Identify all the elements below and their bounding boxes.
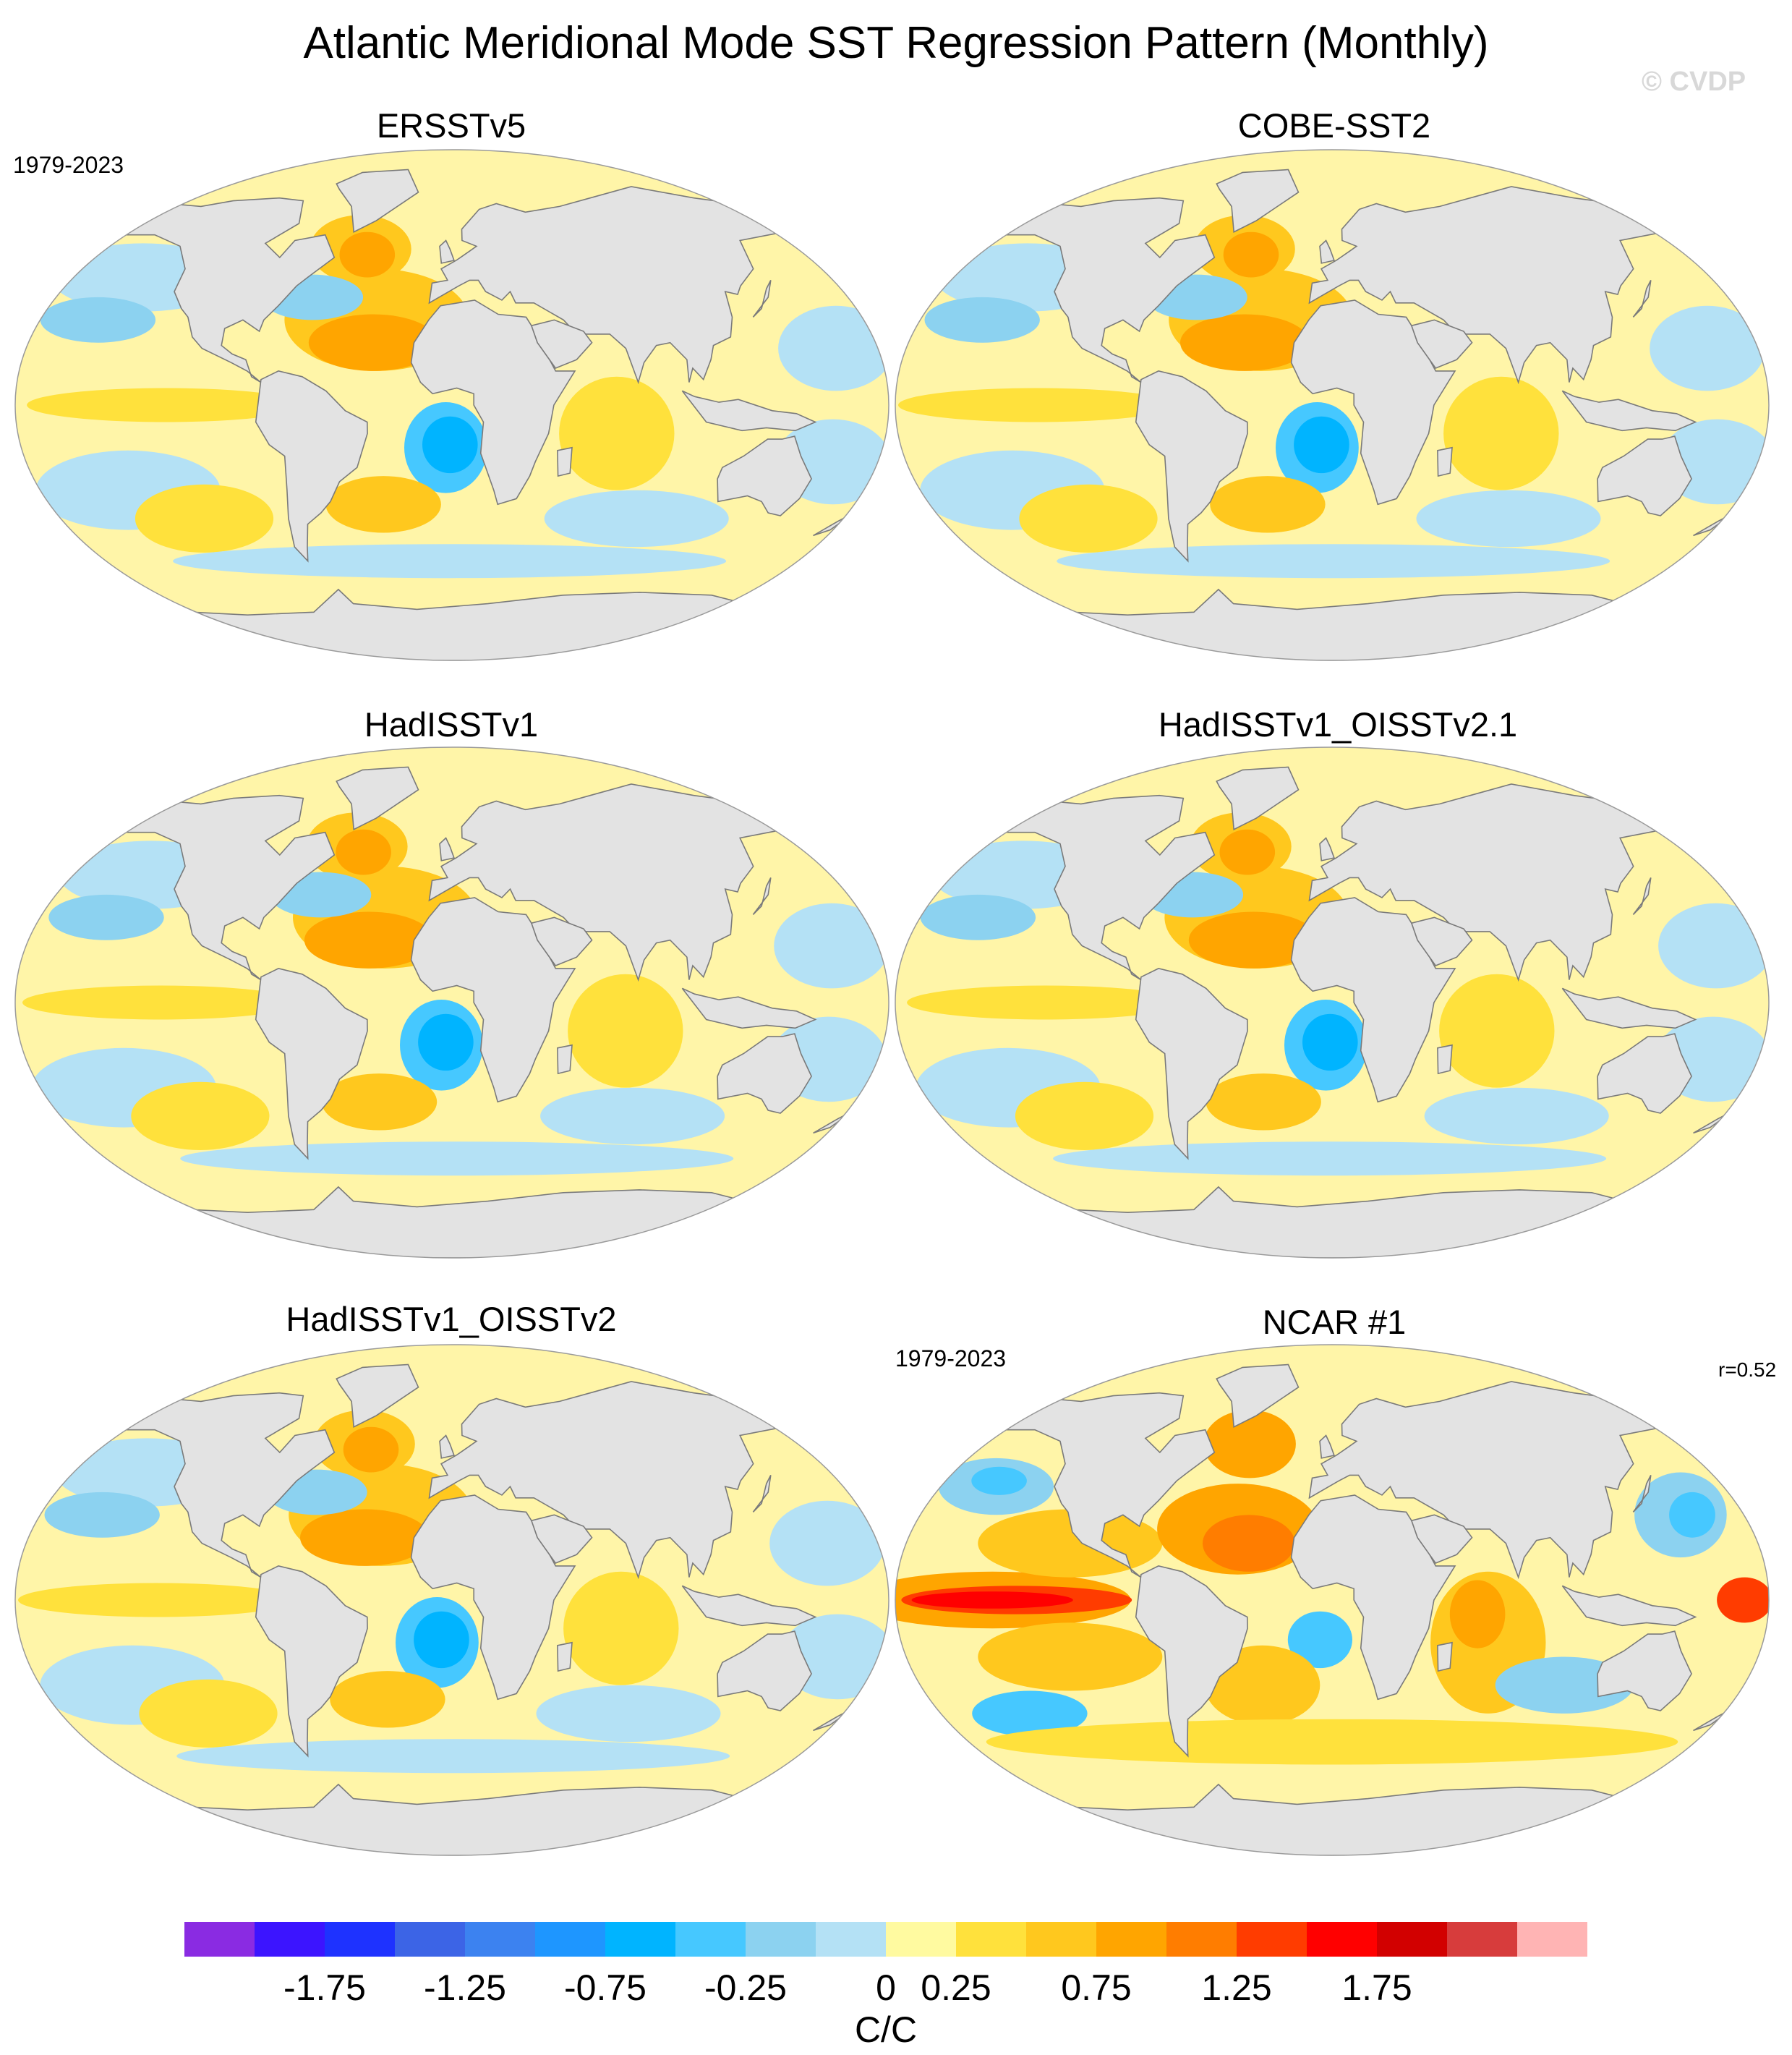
map-ersstv5 [14,145,889,665]
panel-correlation-ncar-1: r=0.52 [1718,1358,1777,1381]
colorbar-tick-label: -0.25 [704,1967,787,2008]
colorbar-swatch [465,1922,536,1957]
colorbar-swatch [816,1922,887,1957]
watermark: © CVDP [1642,67,1746,97]
map-ncar-1 [895,1340,1770,1860]
colorbar-swatch [535,1922,606,1957]
colorbar-tick-label: -0.75 [564,1967,647,2008]
colorbar-swatch [184,1922,255,1957]
colorbar-swatch [956,1922,1027,1957]
colorbar-units: C/C [854,2009,918,2050]
panel-title-ncar-1: NCAR #1 [1262,1303,1407,1341]
panel-title-hadisstv1-oisstv2: HadISSTv1_OISSTv2 [286,1300,617,1338]
colorbar [184,1922,1587,1957]
colorbar-swatches [184,1922,1587,1957]
colorbar-tick-label: -1.25 [424,1967,506,2008]
panel-title-cobe-sst2: COBE-SST2 [1237,106,1431,145]
map-cobe-sst2 [895,145,1770,665]
page-title: Atlantic Meridional Mode SST Regression … [303,18,1489,68]
colorbar-swatch [1096,1922,1167,1957]
colorbar-swatch [1166,1922,1237,1957]
colorbar-tick-label: -1.75 [283,1967,366,2008]
colorbar-swatch [1517,1922,1587,1957]
panel-period-ncar-1: 1979-2023 [895,1345,1007,1371]
colorbar-swatch [395,1922,466,1957]
colorbar-swatch [1307,1922,1378,1957]
colorbar-swatch [675,1922,746,1957]
panel-title-ersstv5: ERSSTv5 [376,106,526,145]
panel-title-hadisstv1: HadISSTv1 [364,705,539,744]
panel-title-hadisstv1-oisstv2-1: HadISSTv1_OISSTv2.1 [1158,705,1518,744]
colorbar-swatch [1237,1922,1307,1957]
colorbar-swatch [1026,1922,1097,1957]
colorbar-swatch [255,1922,325,1957]
colorbar-swatch [746,1922,816,1957]
colorbar-swatch [605,1922,676,1957]
colorbar-tick-label: 0 [876,1967,896,2008]
colorbar-swatch [325,1922,396,1957]
map-hadisstv1 [14,742,889,1263]
colorbar-tick-label: 1.25 [1201,1967,1272,2008]
colorbar-tick-label: 0.75 [1061,1967,1132,2008]
colorbar-swatch [1377,1922,1448,1957]
map-hadisstv1-oisstv2 [14,1340,889,1860]
colorbar-swatch [886,1922,957,1957]
colorbar-swatch [1447,1922,1518,1957]
map-hadisstv1-oisstv2-1 [895,742,1770,1263]
colorbar-tick-label: 0.25 [921,1967,991,2008]
panel-period-ersstv5: 1979-2023 [13,152,124,178]
colorbar-tick-label: 1.75 [1341,1967,1412,2008]
